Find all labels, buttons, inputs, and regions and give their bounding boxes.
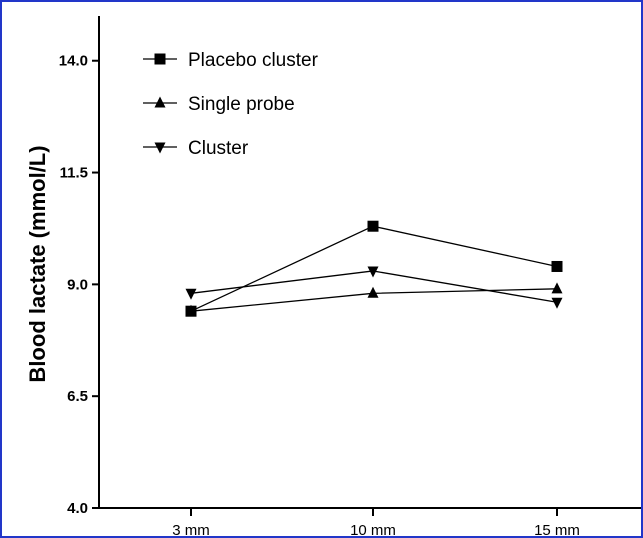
data-point (367, 286, 379, 298)
series-layer (185, 220, 563, 317)
axes: 4.0 6.5 9.0 11.5 14.0 3 mm 10 mm 15 mm (59, 16, 641, 538)
y-axis-label: Blood lactate (mmol/L) (25, 145, 50, 382)
series-cluster (185, 266, 563, 309)
legend-item: Placebo cluster (143, 50, 319, 71)
y-tick-label: 9.0 (67, 276, 88, 293)
legend: Placebo cluster Single probe Cluster (143, 50, 319, 159)
legend-label: Single probe (188, 94, 295, 115)
legend-item: Cluster (143, 138, 249, 159)
x-tick-label: 15 mm (534, 522, 580, 538)
legend-marker (154, 53, 166, 65)
legend-marker (154, 96, 166, 108)
data-point (551, 297, 563, 309)
legend-label: Placebo cluster (188, 50, 319, 71)
data-point (367, 266, 379, 278)
legend-label: Cluster (188, 138, 249, 159)
series-single-probe (185, 282, 563, 316)
x-tick-label: 3 mm (172, 522, 210, 538)
data-point (551, 260, 563, 272)
data-point (185, 288, 197, 300)
legend-item: Single probe (143, 94, 295, 115)
legend-marker (154, 142, 166, 154)
y-tick-label: 11.5 (60, 165, 88, 182)
x-tick-label: 10 mm (350, 522, 396, 538)
data-point (367, 220, 379, 232)
y-tick-label: 14.0 (59, 53, 88, 70)
y-tick-label: 4.0 (67, 500, 88, 517)
y-tick-label: 6.5 (67, 388, 88, 405)
data-point (551, 282, 563, 294)
data-point (185, 304, 197, 316)
